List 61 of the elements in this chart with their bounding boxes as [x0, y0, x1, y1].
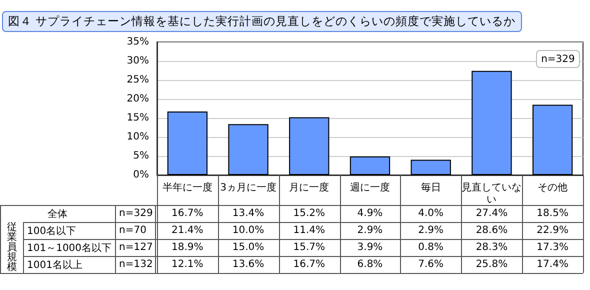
- text: 100名以下: [26, 224, 78, 238]
- annotation: n=329: [536, 50, 580, 68]
- data-label: 13.4%: [231, 207, 266, 221]
- text: 従業員規模: [6, 222, 18, 273]
- y-tick-label: 25%: [126, 74, 149, 86]
- y-tick-label: 15%: [126, 112, 149, 124]
- text: 7.6%: [417, 258, 445, 272]
- x-tick-label: 月に一度: [289, 182, 330, 194]
- text: n=132: [118, 258, 154, 272]
- text: 15.7%: [292, 241, 326, 255]
- text: 18.9%: [170, 241, 204, 255]
- data-label: 15.2%: [292, 207, 326, 221]
- data-label: 4.9%: [356, 207, 384, 221]
- text: 2.9%: [417, 224, 445, 238]
- bar: [289, 117, 330, 175]
- text: 15.0%: [231, 241, 266, 255]
- text: 12.1%: [170, 258, 204, 272]
- y-tick-label: 35%: [126, 36, 149, 48]
- bar: [410, 160, 451, 175]
- text: n=70: [118, 224, 148, 238]
- x-tick-label: 週に一度: [350, 182, 390, 194]
- text: 0.8%: [417, 241, 445, 255]
- text: 6.8%: [356, 258, 384, 272]
- y-tick-label: 20%: [126, 94, 149, 104]
- text: 17.4%: [536, 258, 570, 272]
- text: 28.3%: [474, 241, 509, 255]
- y-tick-label: 10%: [126, 132, 149, 142]
- data-label: 18.5%: [536, 207, 570, 221]
- text: 21.4%: [170, 224, 204, 238]
- text: 25.8%: [474, 258, 509, 272]
- text: 101～1000名以下: [26, 242, 113, 256]
- y-tick-label: 30%: [126, 56, 149, 66]
- y-tick-label: 0%: [133, 170, 149, 180]
- text: 22.9%: [536, 224, 570, 238]
- data-label: 16.7%: [170, 207, 204, 221]
- text: 28.6%: [474, 224, 509, 238]
- x-tick-label: 見直していない: [462, 182, 522, 206]
- x-tick-label: 半年に一度: [162, 182, 212, 194]
- text: 17.3%: [536, 241, 570, 255]
- text: 2.9%: [356, 224, 384, 238]
- text: 11.4%: [292, 224, 326, 238]
- bar: [532, 104, 573, 175]
- data-label: 4.0%: [417, 207, 445, 221]
- x-tick-label: 毎日: [420, 182, 441, 194]
- text: 3.9%: [356, 241, 384, 255]
- text: 10.0%: [231, 224, 266, 238]
- text: n=329: [118, 207, 154, 221]
- text: n=127: [118, 241, 154, 255]
- chart-title: 図４ サプライチェーン情報を基にした実行計画の見直しをどのくらいの頻度で実施しているか: [2, 11, 522, 32]
- text: 16.7%: [292, 258, 326, 272]
- bar: [350, 156, 390, 175]
- text: 13.6%: [231, 258, 266, 272]
- x-tick-label: その他: [538, 182, 568, 194]
- x-tick-label: 3ヵ月に一度: [220, 182, 276, 194]
- bar: [167, 112, 208, 175]
- text: 全体: [46, 208, 68, 222]
- bar: [228, 124, 268, 175]
- y-tick-label: 5%: [133, 150, 149, 162]
- text: 1001名以上: [26, 258, 84, 272]
- data-label: 27.4%: [474, 207, 509, 221]
- bar: [472, 70, 512, 175]
